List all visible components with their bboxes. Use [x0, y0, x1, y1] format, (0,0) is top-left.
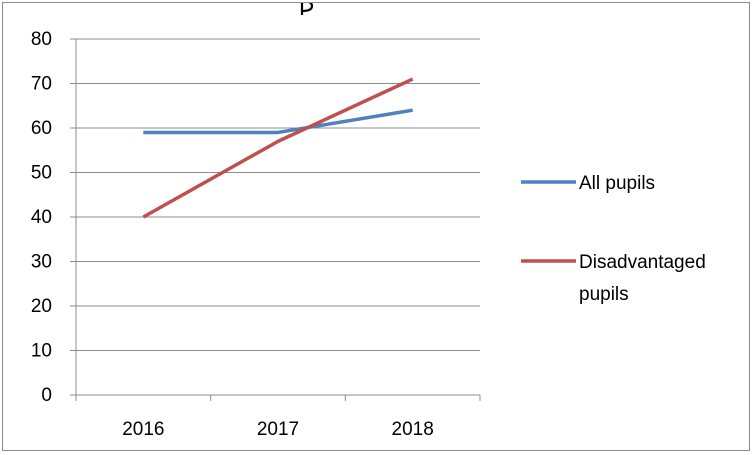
x-axis-ticks: 2016 2017 2018 [75, 395, 481, 440]
y-tick-label: 50 [31, 163, 52, 184]
y-axis-ticks: 0 10 20 30 40 50 60 70 80 [31, 29, 76, 406]
y-tick-label: 70 [31, 74, 52, 95]
x-tick-label: 2016 [122, 419, 164, 440]
x-tick-label: 2018 [392, 419, 434, 440]
clipped-title-fragment [300, 3, 314, 15]
series-line-1 [142, 77, 414, 219]
legend: All pupils Disadvantaged pupils [521, 173, 706, 305]
legend-label-1: Disadvantaged pupils [579, 252, 706, 305]
series-line-0 [143, 108, 413, 135]
y-tick-label: 40 [31, 207, 52, 228]
chart-frame: 0 10 20 30 40 50 60 70 80 2016 2017 2018 All pupil… [2, 2, 750, 451]
y-tick-label: 0 [41, 385, 52, 406]
x-tick-label: 2017 [257, 419, 299, 440]
legend-label-0: All pupils [579, 173, 655, 194]
y-tick-label: 10 [31, 341, 52, 362]
series-lines [142, 77, 414, 219]
y-tick-label: 30 [31, 252, 52, 273]
y-tick-label: 20 [31, 296, 52, 317]
y-tick-label: 60 [31, 118, 52, 139]
gridlines [76, 38, 480, 351]
y-tick-label: 80 [31, 29, 52, 50]
line-chart: 0 10 20 30 40 50 60 70 80 2016 2017 2018 All pupil… [31, 3, 706, 440]
